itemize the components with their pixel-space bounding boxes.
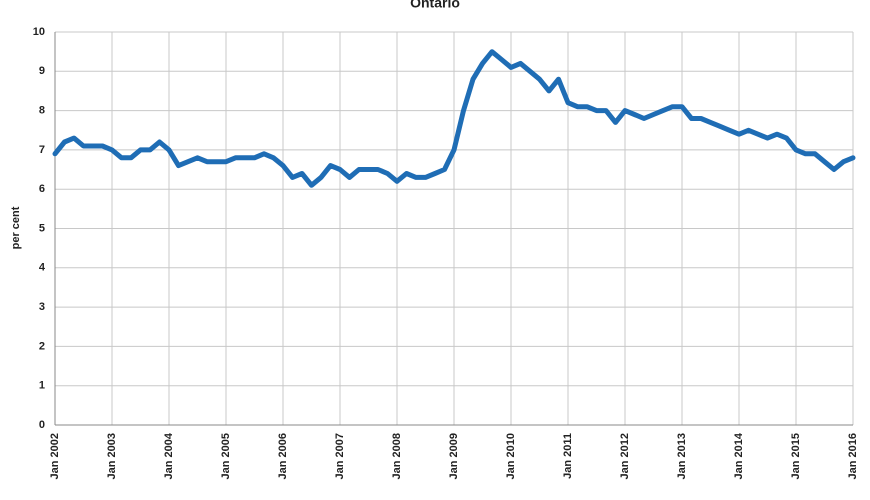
y-tick-label: 2 — [39, 340, 45, 352]
x-tick-label: Jan 2010 — [505, 433, 517, 479]
y-tick-label: 0 — [39, 419, 45, 431]
x-tick-label: Jan 2007 — [334, 433, 346, 479]
x-tick-label: Jan 2011 — [562, 433, 574, 479]
x-tick-label: Jan 2002 — [49, 433, 61, 479]
y-tick-label: 6 — [39, 183, 45, 195]
x-tick-label: Jan 2006 — [277, 433, 289, 479]
x-tick-label: Jan 2009 — [448, 433, 460, 479]
y-tick-label: 1 — [39, 380, 45, 392]
y-tick-label: 10 — [33, 26, 45, 38]
y-tick-label: 5 — [39, 222, 45, 234]
x-tick-label: Jan 2012 — [619, 433, 631, 479]
y-tick-label: 9 — [39, 65, 45, 77]
data-line — [52, 49, 856, 188]
x-tick-label: Jan 2004 — [163, 432, 175, 479]
x-tick-label: Jan 2005 — [220, 433, 232, 479]
y-tick-label: 8 — [39, 105, 45, 117]
x-tick-label: Jan 2015 — [790, 433, 802, 479]
y-tick-label: 3 — [39, 301, 45, 313]
x-tick-label: Jan 2003 — [106, 433, 118, 479]
y-tick-label: 7 — [39, 144, 45, 156]
x-tick-label: Jan 2008 — [391, 433, 403, 479]
x-tick-label: Jan 2014 — [733, 432, 745, 479]
y-axis-label: per cent — [10, 206, 22, 249]
y-tick-label: 4 — [39, 262, 46, 274]
chart-title: Ontario — [410, 0, 460, 11]
x-tick-label: Jan 2013 — [676, 433, 688, 479]
x-tick-label: Jan 2016 — [847, 433, 859, 479]
